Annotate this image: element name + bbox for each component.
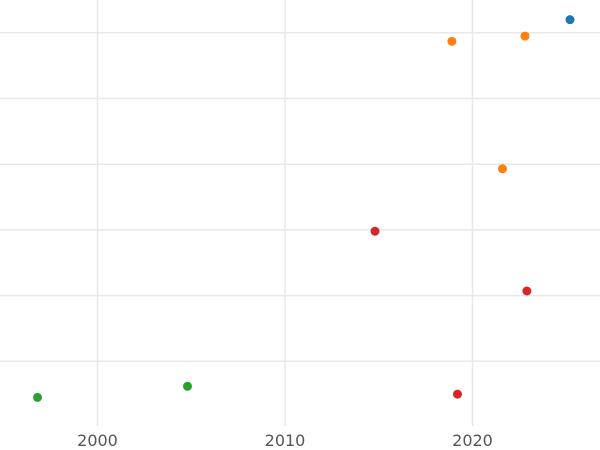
data-point: [565, 15, 575, 25]
data-point: [498, 164, 507, 174]
x-tick-label: 2010: [265, 431, 306, 450]
y-gridlines: [0, 32, 600, 363]
x-tick-labels: 2000 2010 2020: [77, 431, 493, 450]
data-point: [370, 226, 380, 236]
data-point: [447, 36, 457, 46]
x-tick-label: 2000: [77, 431, 118, 450]
data-point: [183, 381, 192, 391]
x-tick-label: 2020: [452, 431, 493, 450]
data-point: [522, 286, 532, 296]
data-points: [33, 15, 575, 402]
data-point: [453, 389, 462, 399]
x-gridlines: [96, 0, 474, 426]
data-point: [33, 392, 42, 402]
data-point: [520, 31, 530, 41]
